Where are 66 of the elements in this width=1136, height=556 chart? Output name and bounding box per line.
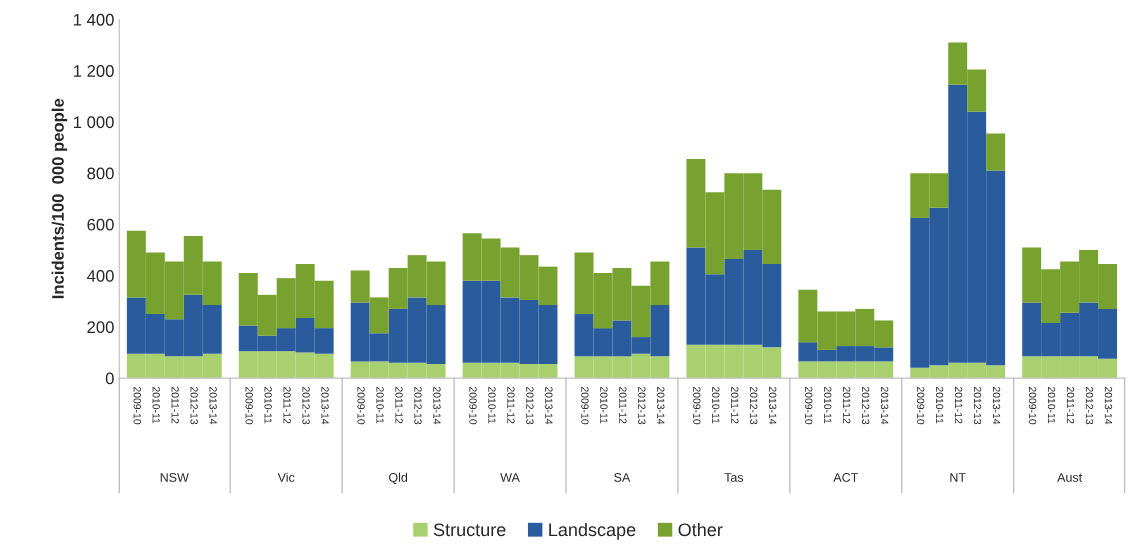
- x-tick-label: 2009-10: [805, 386, 813, 425]
- x-tick-label: 2011-12: [731, 386, 739, 424]
- text: Qld: [388, 472, 408, 485]
- x-tick-label: 2010-11: [935, 386, 944, 424]
- x-tick-label: 2009-10: [916, 386, 925, 425]
- x-tick-label: 2011-12: [395, 386, 403, 424]
- text: Aust: [1057, 473, 1083, 482]
- text: SA: [614, 473, 631, 482]
- text: Vic: [277, 472, 295, 482]
- x-tick-label: 2012-13: [190, 386, 198, 425]
- text: ACT: [833, 473, 859, 482]
- x-tick-label: 2012-13: [302, 386, 310, 425]
- x-tick-label: 2011-12: [954, 386, 963, 424]
- y-tick-label: 1 400: [73, 13, 114, 26]
- x-tick-label: 2012-13: [750, 386, 758, 425]
- x-tick-label: 2013-14: [209, 386, 217, 425]
- x-tick-label: 2013-14: [321, 386, 329, 425]
- x-tick-label: 2010-11: [712, 386, 720, 424]
- x-tick-label: 2011-12: [1066, 386, 1075, 424]
- x-tick-label: 2012-13: [638, 386, 646, 425]
- x-tick-label: 2010-11: [488, 386, 496, 424]
- x-tick-label: 2010-11: [152, 386, 160, 424]
- x-tick-label: 2009-10: [245, 386, 253, 425]
- y-tick-label: 1 000: [73, 116, 114, 129]
- x-tick-label: 2010-11: [264, 386, 272, 424]
- text: WA: [500, 473, 520, 482]
- x-tick-label: 2013-14: [657, 386, 665, 425]
- x-tick-label: 2009-10: [693, 386, 701, 425]
- x-tick-label: 2012-13: [526, 386, 534, 425]
- x-tick-label: 2013-14: [769, 386, 777, 425]
- x-tick-label: 2009-10: [1028, 386, 1037, 425]
- text: NT: [950, 473, 966, 482]
- text: NSW: [160, 473, 189, 482]
- x-tick-label: 2009-10: [469, 386, 477, 425]
- x-tick-label: 2012-13: [973, 386, 982, 425]
- x-tick-label: 2010-11: [600, 386, 608, 424]
- x-tick-label: 2013-14: [1104, 386, 1113, 425]
- y-tick-label: 200: [87, 321, 114, 334]
- x-tick-label: 2012-13: [1085, 386, 1094, 425]
- x-tick-label: 2011-12: [171, 386, 179, 424]
- legend-label: Other: [678, 522, 723, 537]
- x-tick-label: 2011-12: [619, 386, 627, 424]
- x-tick-label: 2010-11: [1047, 386, 1056, 424]
- legend-label: Structure: [433, 523, 506, 537]
- x-tick-label: 2011-12: [843, 386, 851, 424]
- x-tick-label: 2012-13: [861, 386, 870, 425]
- x-tick-label: 2013-14: [992, 386, 1001, 425]
- y-tick-label: 800: [87, 167, 114, 180]
- legend-label: Landscape: [549, 522, 636, 540]
- x-tick-label: 2011-12: [283, 386, 291, 424]
- x-tick-label: 2010-11: [376, 386, 384, 424]
- y-tick-label: 400: [87, 270, 114, 282]
- x-tick-label: 2012-13: [414, 386, 422, 425]
- x-tick-label: 2009-10: [581, 386, 589, 425]
- x-tick-label: 2010-11: [824, 386, 832, 424]
- y-tick-label: 600: [87, 218, 114, 231]
- text: Tas: [724, 473, 744, 482]
- y-tick-label: 1 200: [73, 65, 114, 77]
- x-tick-label: 2009-10: [357, 386, 365, 425]
- x-tick-label: 2013-14: [545, 386, 553, 425]
- y-tick-label: 0: [105, 372, 114, 385]
- x-tick-label: 2009-10: [133, 386, 141, 425]
- x-tick-label: 2013-14: [880, 386, 889, 425]
- y-axis-title: Incidents/100 000 people: [51, 98, 68, 299]
- x-tick-label: 2013-14: [433, 386, 441, 425]
- x-tick-label: 2011-12: [507, 386, 515, 424]
